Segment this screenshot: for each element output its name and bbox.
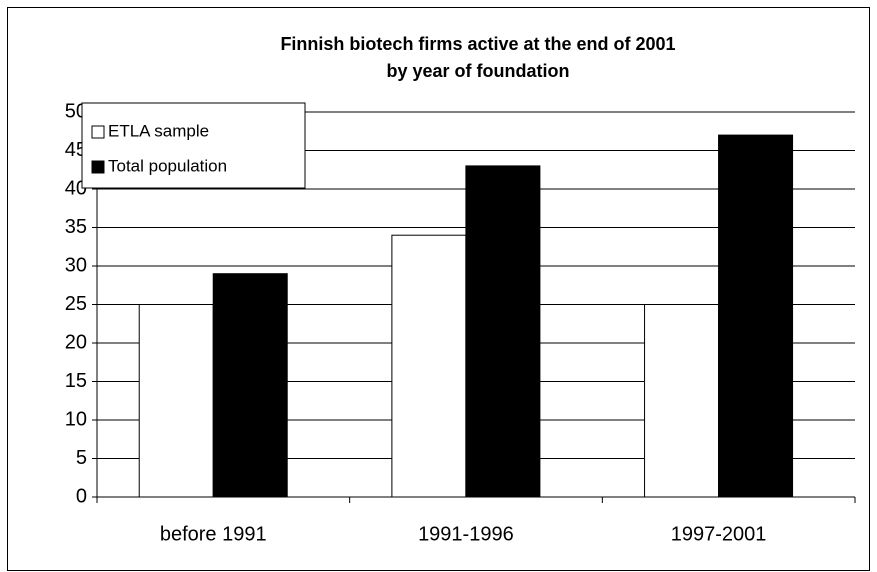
legend-label: Total population [108,156,227,175]
chart-subtitle: by year of foundation [386,61,569,81]
legend-label: ETLA sample [108,121,209,140]
y-tick-label: 15 [65,370,87,392]
chart-title: Finnish biotech firms active at the end … [280,34,675,54]
bar [138,304,214,498]
y-tick-label: 0 [76,485,87,507]
y-tick-label: 35 [65,216,87,238]
x-tick-label: before 1991 [160,523,267,545]
bar [465,165,541,498]
y-tick-label: 10 [65,408,87,430]
x-tick-label: 1991-1996 [418,523,514,545]
y-tick-label: 40 [65,177,87,199]
y-tick-label: 45 [65,139,87,161]
y-tick-label: 30 [65,254,87,276]
bar [391,234,467,498]
legend-swatch [91,160,105,174]
x-tick-label: 1997-2001 [671,523,767,545]
legend-box [81,102,306,189]
bar [718,134,794,498]
y-tick-label: 20 [65,331,87,353]
bar [644,304,720,498]
legend-swatch [91,125,105,139]
y-tick-label: 50 [65,100,87,122]
bar [212,273,288,498]
y-tick-label: 25 [65,293,87,315]
y-tick-label: 5 [76,447,87,469]
